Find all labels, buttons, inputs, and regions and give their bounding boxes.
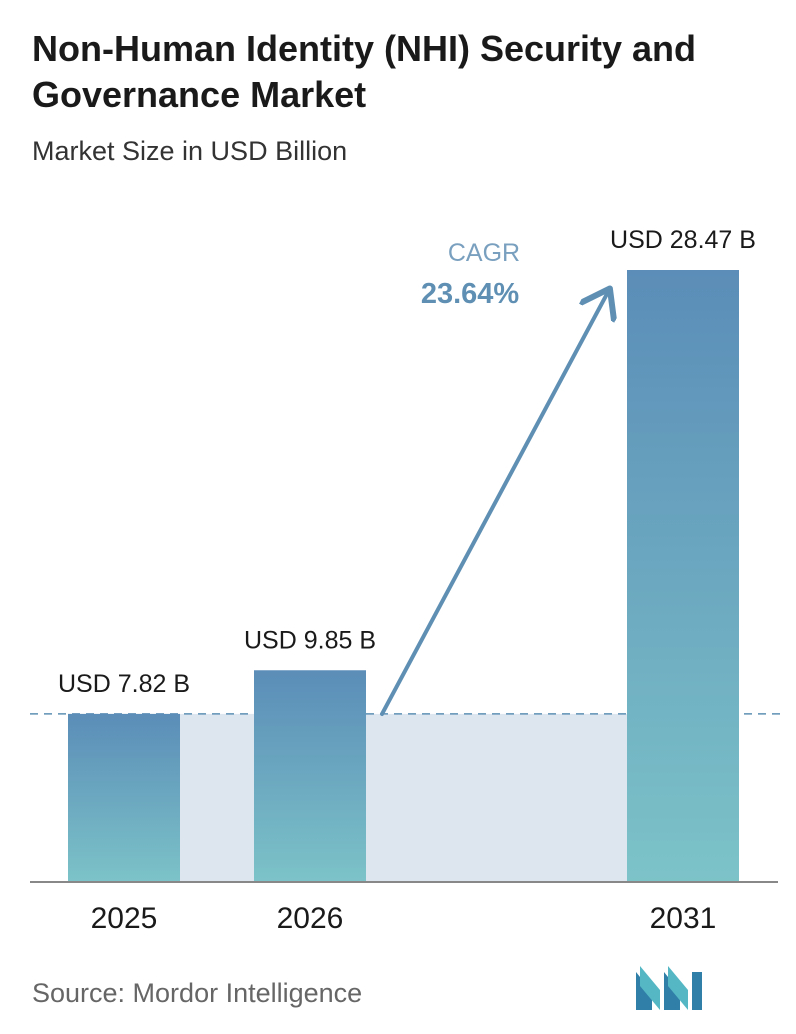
bar-2026: [254, 670, 366, 882]
source-note: Source: Mordor Intelligence: [32, 978, 363, 1008]
value-label-2026: USD 9.85 B: [244, 626, 376, 654]
chart-title: Non-Human Identity (NHI) Security and Go…: [32, 28, 697, 115]
bar-2025: [68, 713, 180, 882]
mordor-intelligence-logo: [636, 966, 702, 1010]
value-label-2031: USD 28.47 B: [610, 226, 756, 254]
x-tick-label-2026: 2026: [277, 902, 344, 935]
value-label-2025: USD 7.82 B: [58, 670, 190, 698]
chart-subtitle: Market Size in USD Billion: [32, 136, 348, 166]
bar-2031: [627, 270, 739, 882]
cagr-arrow: [380, 292, 608, 716]
x-tick-label-2025: 2025: [91, 902, 158, 935]
x-tick-label-2031: 2031: [650, 902, 717, 935]
cagr-label: CAGR: [448, 239, 520, 267]
bar-chart: USD 7.82 B 2025 USD 9.85 B 2026 USD 28.47 B 2…: [30, 226, 780, 935]
cagr-value: 23.64%: [421, 278, 520, 310]
